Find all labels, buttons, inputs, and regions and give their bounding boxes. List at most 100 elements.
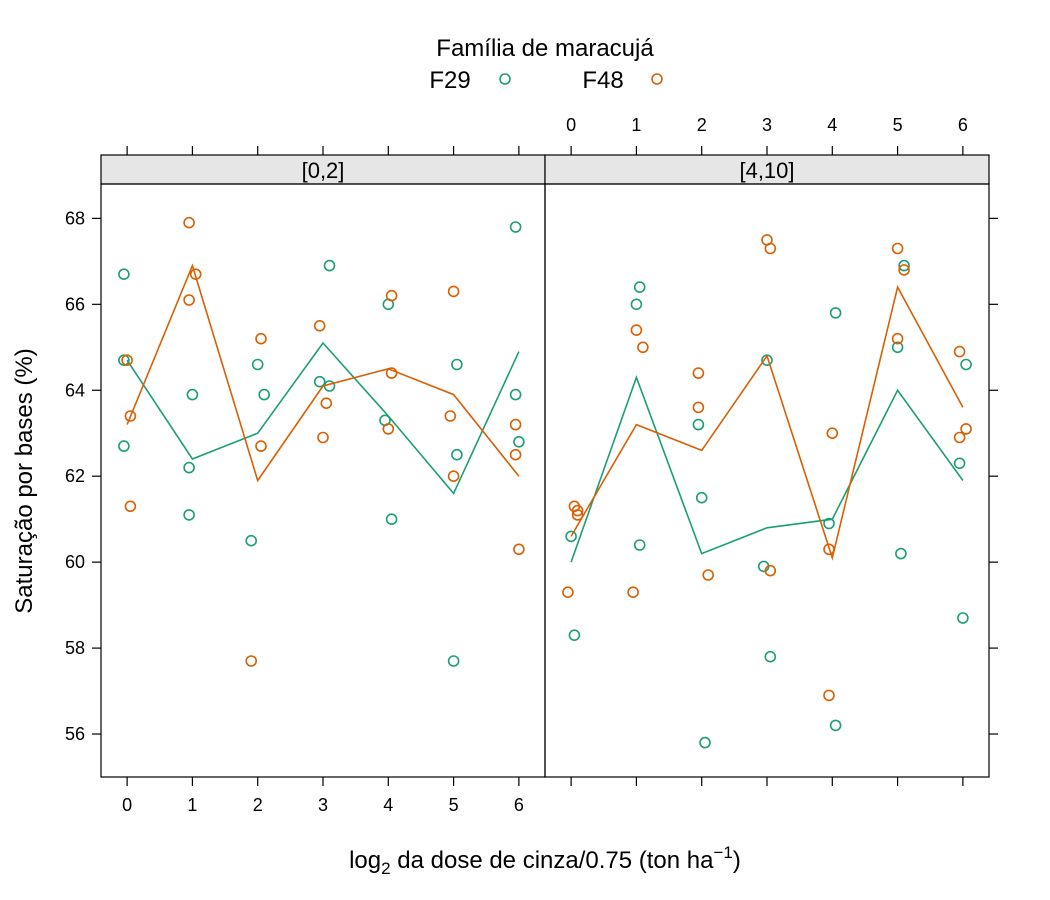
data-point <box>511 450 521 460</box>
series-f29-panel-2 <box>566 261 971 748</box>
data-point <box>511 390 521 400</box>
data-point <box>563 587 573 597</box>
data-point <box>321 398 331 408</box>
panel-frame <box>101 184 545 777</box>
x-tick-label: 2 <box>253 795 263 815</box>
data-point <box>511 420 521 430</box>
data-point <box>703 570 713 580</box>
legend-label-f29: F29 <box>429 67 470 94</box>
data-point <box>184 510 194 520</box>
data-point <box>246 536 256 546</box>
y-tick-label: 62 <box>65 466 85 486</box>
data-point <box>246 656 256 666</box>
data-point <box>318 433 328 443</box>
data-point <box>628 587 638 597</box>
data-point <box>831 308 841 318</box>
data-point <box>315 321 325 331</box>
series-line <box>571 377 963 562</box>
data-point <box>961 424 971 434</box>
data-point <box>511 222 521 232</box>
x-axis-title-subscript: 2 <box>381 859 390 878</box>
series-line <box>571 287 963 558</box>
data-point <box>955 347 965 357</box>
panel-frame <box>545 184 989 777</box>
data-point <box>445 411 455 421</box>
data-point <box>958 613 968 623</box>
data-point <box>693 420 703 430</box>
series-f48-panel-1 <box>122 218 524 666</box>
legend-marker-f29 <box>500 74 510 84</box>
strip-label: [4,10] <box>739 158 794 183</box>
data-point <box>765 244 775 254</box>
series-f29-panel-1 <box>119 222 524 666</box>
x-axis-title-superscript: −1 <box>714 843 733 862</box>
data-point <box>256 441 266 451</box>
y-tick-label: 68 <box>65 208 85 228</box>
data-point <box>452 360 462 370</box>
data-point <box>831 720 841 730</box>
data-point <box>635 282 645 292</box>
y-axis-title: Saturação por bases (%) <box>11 348 38 613</box>
data-point <box>387 291 397 301</box>
x-tick-label: 5 <box>449 795 459 815</box>
x-tick-label: 2 <box>697 115 707 135</box>
data-point <box>449 286 459 296</box>
data-point <box>387 514 397 524</box>
legend-title: Família de maracujá <box>436 35 654 62</box>
data-point <box>955 458 965 468</box>
data-point <box>514 544 524 554</box>
y-tick-label: 64 <box>65 380 85 400</box>
data-point <box>125 501 135 511</box>
data-point <box>631 325 641 335</box>
data-point <box>187 390 197 400</box>
data-point <box>638 342 648 352</box>
y-tick-label: 56 <box>65 724 85 744</box>
x-tick-label: 3 <box>318 795 328 815</box>
x-tick-label: 4 <box>827 115 837 135</box>
y-tick-label: 60 <box>65 552 85 572</box>
data-point <box>514 437 524 447</box>
x-tick-label: 1 <box>631 115 641 135</box>
data-point <box>449 656 459 666</box>
data-point <box>184 295 194 305</box>
data-point <box>827 428 837 438</box>
x-tick-label: 6 <box>514 795 524 815</box>
x-tick-label: 5 <box>893 115 903 135</box>
data-point <box>119 441 129 451</box>
data-point <box>452 450 462 460</box>
series-f48-panel-2 <box>563 235 971 701</box>
strip-label: [0,2] <box>302 158 345 183</box>
y-tick-label: 66 <box>65 294 85 314</box>
data-point <box>893 244 903 254</box>
x-tick-label: 1 <box>187 795 197 815</box>
data-point <box>700 738 710 748</box>
legend-marker-f48 <box>652 74 662 84</box>
data-point <box>184 218 194 228</box>
data-point <box>569 630 579 640</box>
x-tick-label: 4 <box>383 795 393 815</box>
data-point <box>631 299 641 309</box>
data-point <box>824 690 834 700</box>
data-point <box>184 463 194 473</box>
data-point <box>765 652 775 662</box>
data-point <box>449 471 459 481</box>
x-tick-label: 0 <box>122 795 132 815</box>
data-point <box>119 269 129 279</box>
data-point <box>383 424 393 434</box>
data-point <box>955 433 965 443</box>
data-point <box>259 390 269 400</box>
data-point <box>896 549 906 559</box>
x-tick-label: 3 <box>762 115 772 135</box>
data-point <box>961 360 971 370</box>
panel-2: [4,10]0 1 2 3 4 5 6 <box>545 115 998 786</box>
x-axis-title-suffix: ) <box>733 847 741 874</box>
legend: Família de maracujá F29 F48 <box>429 35 662 94</box>
data-point <box>253 360 263 370</box>
data-point <box>693 402 703 412</box>
data-point <box>693 368 703 378</box>
data-point <box>635 540 645 550</box>
legend-label-f48: F48 <box>582 67 623 94</box>
